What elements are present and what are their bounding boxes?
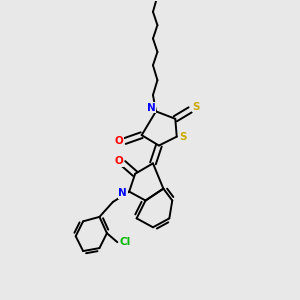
Text: Cl: Cl: [119, 237, 130, 247]
Text: S: S: [179, 132, 186, 142]
Text: O: O: [114, 136, 123, 146]
Text: N: N: [118, 188, 127, 198]
Text: N: N: [147, 103, 156, 113]
Text: O: O: [114, 156, 123, 166]
Text: S: S: [192, 102, 200, 112]
